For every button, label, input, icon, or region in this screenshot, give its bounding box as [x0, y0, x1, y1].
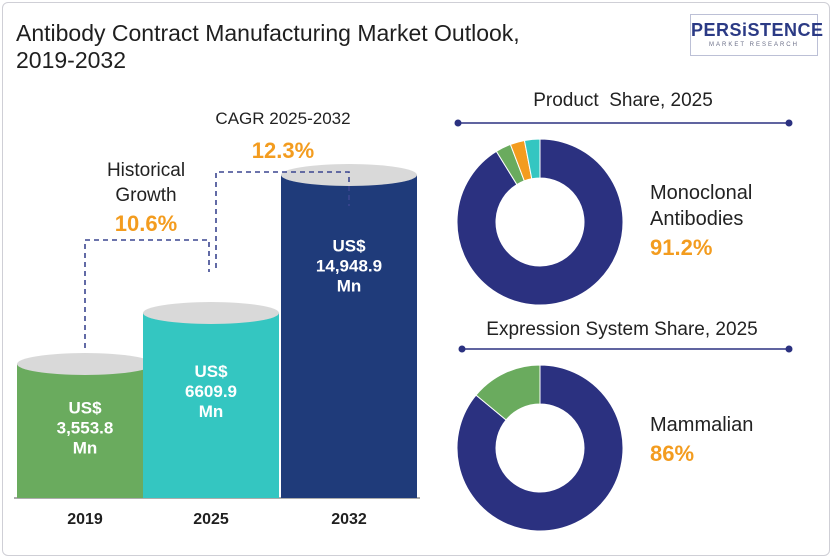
product-callout-line1: Monoclonal	[650, 182, 752, 204]
divider-dot-left-2	[458, 345, 466, 353]
bar-2025	[143, 313, 279, 498]
historical-label-line1: Historical	[107, 160, 185, 181]
historical-connector	[84, 239, 210, 348]
brand-logo: PERSiSTENCE MARKET RESEARCH	[690, 14, 824, 56]
bar-value-label-2025: 6609.9	[185, 382, 237, 401]
donut1-slice-3	[523, 138, 541, 180]
bar-2019	[17, 364, 153, 498]
cagr-connector	[215, 171, 350, 268]
logo-tagline: MARKET RESEARCH	[709, 42, 799, 48]
product-share-title: Product Share, 2025	[533, 90, 713, 111]
title-line-1: Antibody Contract Manufacturing Market O…	[16, 20, 520, 46]
bar-value-label-2032: US$	[332, 237, 366, 256]
bar-cap-2019	[17, 353, 153, 375]
product-callout-value: 91.2%	[650, 235, 712, 260]
bar-chart: US$3,553.8Mn2019US$6609.9Mn2025US$14,948…	[14, 164, 420, 528]
historical-label-line2: Growth	[115, 185, 176, 206]
bar-value-label-2025: Mn	[199, 402, 224, 421]
bar-value-label-2032: 14,948.9	[316, 257, 382, 276]
bar-cap-2025	[143, 302, 279, 324]
expression-share-donut	[456, 364, 624, 532]
divider-dot-left	[454, 119, 462, 127]
historical-value: 10.6%	[115, 211, 177, 236]
bar-value-label-2019: US$	[68, 399, 102, 418]
divider-dot-right	[785, 119, 793, 127]
bar-cap-2032	[281, 164, 417, 186]
expression-callout-value: 86%	[650, 441, 694, 466]
expression-share-title: Expression System Share, 2025	[486, 319, 757, 340]
donut2-slice-0	[456, 364, 624, 532]
product-callout-line2: Antibodies	[650, 208, 743, 230]
bar-value-label-2025: US$	[194, 362, 228, 381]
bar-value-label-2019: 3,553.8	[57, 419, 114, 438]
page-title: Antibody Contract Manufacturing Market O…	[16, 20, 656, 74]
category-label-2019: 2019	[67, 511, 103, 528]
divider-dot-right-2	[785, 345, 793, 353]
bar-value-label-2032: Mn	[337, 277, 362, 296]
product-share-donut	[456, 138, 624, 306]
expression-callout-line1: Mammalian	[650, 414, 753, 436]
cagr-label: CAGR 2025-2032	[215, 109, 350, 128]
donut2-slice-1	[475, 364, 541, 421]
category-label-2025: 2025	[193, 511, 229, 528]
bar-value-label-2019: Mn	[73, 439, 98, 458]
bar-2032	[281, 175, 417, 498]
category-label-2032: 2032	[331, 511, 367, 528]
title-line-2: 2019-2032	[16, 47, 126, 73]
donut1-slice-0	[456, 138, 624, 306]
logo-wordmark: PERSiSTENCE	[691, 20, 824, 40]
cagr-value: 12.3%	[252, 138, 314, 163]
